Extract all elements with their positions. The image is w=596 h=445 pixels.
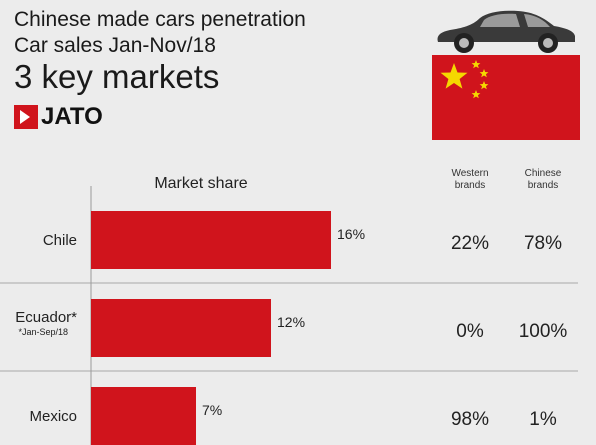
bar-3 xyxy=(91,387,196,445)
bar-2 xyxy=(91,299,271,357)
bar-value-label: 16% xyxy=(337,226,365,242)
category-label: Mexico xyxy=(29,408,77,425)
title-line-3: 3 key markets xyxy=(14,58,220,95)
western-share-value: 98% xyxy=(451,409,489,430)
chinese-share-value: 78% xyxy=(524,233,562,254)
china-flag-icon xyxy=(432,55,580,140)
title-line-2: Car sales Jan-Nov/18 xyxy=(14,34,216,57)
chinese-share-value: 100% xyxy=(519,321,568,342)
chinese-share-value: 1% xyxy=(529,409,557,430)
chinese-header-line1: Chinese xyxy=(524,168,562,179)
car-icon xyxy=(437,10,575,53)
logo-text: JATO xyxy=(41,103,103,130)
western-share-value: 0% xyxy=(456,321,484,342)
bar-value-label: 12% xyxy=(277,314,305,330)
category-note: *Jan-Sep/18 xyxy=(18,327,68,337)
western-share-value: 22% xyxy=(451,233,489,254)
jato-logo: JATO xyxy=(14,103,103,130)
jato-logo-icon xyxy=(14,105,38,129)
chinese-brands-header: Chinese brands xyxy=(503,168,583,192)
chart-title: Market share xyxy=(154,175,247,192)
western-header-line1: Western xyxy=(451,168,489,179)
market-share-chart: Market share 16% Chile 22% 78% 12% Ecuador**J… xyxy=(0,175,578,445)
category-label: Chile xyxy=(43,232,77,249)
category-label: Ecuador* xyxy=(15,309,77,326)
title-line-1: Chinese made cars penetration xyxy=(14,8,306,31)
bar-value-label: 7% xyxy=(202,402,222,418)
bar-1 xyxy=(91,211,331,269)
western-header-line2: brands xyxy=(454,180,486,191)
western-brands-header: Western brands xyxy=(430,168,510,192)
chinese-header-line2: brands xyxy=(527,180,559,191)
